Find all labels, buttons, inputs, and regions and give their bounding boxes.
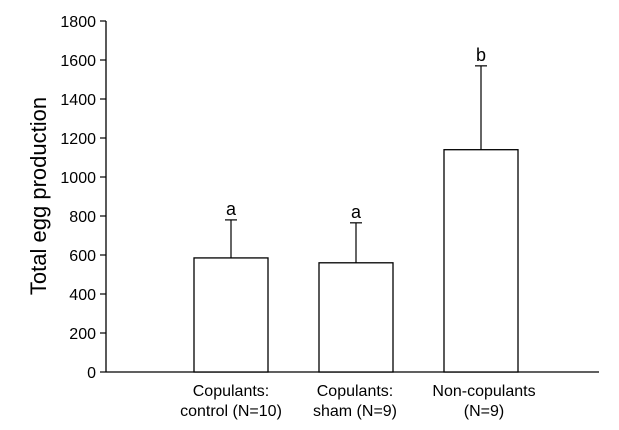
significance-letter: b xyxy=(476,45,486,65)
y-tick-label: 800 xyxy=(69,209,96,226)
bars xyxy=(193,149,519,373)
category-label-line1: Non-copulants xyxy=(432,383,535,400)
y-tick-label: 1200 xyxy=(60,131,96,148)
y-tick-label: 1800 xyxy=(60,14,96,31)
category-label-line1: Copulants: xyxy=(317,383,394,400)
y-tick-label: 1400 xyxy=(60,92,96,109)
category-label-line2: sham (N=9) xyxy=(313,403,397,420)
category-label-line1: Copulants: xyxy=(193,383,270,400)
y-axis-title: Total egg production xyxy=(26,97,51,295)
significance-letters: a a b xyxy=(226,45,486,222)
bar xyxy=(193,257,269,373)
y-tick-label: 0 xyxy=(87,365,96,382)
significance-letter: a xyxy=(351,202,362,222)
y-axis-ticks: 0 200 400 600 800 1000 1200 1400 1600 1800 xyxy=(60,14,106,382)
y-tick-label: 1600 xyxy=(60,53,96,70)
error-bars xyxy=(225,65,487,263)
bar xyxy=(443,149,519,373)
category-label-line2: control (N=10) xyxy=(180,403,282,420)
bar xyxy=(318,262,394,373)
y-tick-label: 200 xyxy=(69,326,96,343)
category-label-line2: (N=9) xyxy=(464,403,504,420)
y-tick-label: 400 xyxy=(69,287,96,304)
y-tick-label: 1000 xyxy=(60,170,96,187)
category-labels: Copulants: control (N=10) Copulants: sham (… xyxy=(180,383,536,420)
y-tick-label: 600 xyxy=(69,248,96,265)
significance-letter: a xyxy=(226,199,237,219)
